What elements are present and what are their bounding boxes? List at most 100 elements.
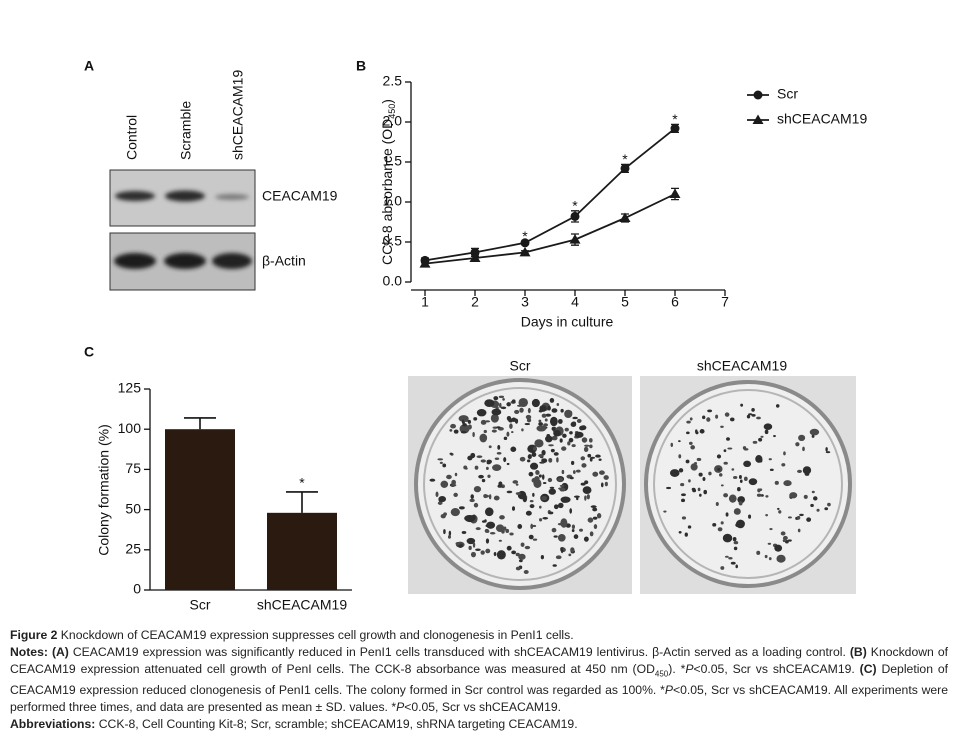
marker — [469, 252, 481, 262]
colony — [758, 458, 763, 463]
colony — [726, 437, 730, 441]
y-axis-label-part: ) — [379, 99, 395, 104]
colony — [748, 514, 752, 519]
colony — [569, 508, 573, 514]
colony — [496, 550, 506, 560]
colony — [758, 437, 763, 442]
notes-part: (A) — [51, 645, 69, 659]
colony — [511, 431, 514, 434]
colony — [442, 463, 447, 468]
colony — [699, 493, 702, 497]
colony — [787, 516, 792, 519]
colony — [536, 425, 547, 432]
colony — [550, 448, 555, 453]
colony — [551, 527, 557, 533]
colony — [531, 451, 537, 458]
colony — [724, 555, 729, 558]
notes-part: ). * — [668, 662, 686, 676]
colony — [720, 484, 724, 487]
legend-label: Scr — [777, 86, 798, 102]
colony — [505, 528, 510, 534]
error-bar — [286, 491, 318, 513]
colony — [748, 478, 758, 486]
colony — [765, 513, 768, 517]
colony — [715, 414, 719, 419]
colony — [579, 425, 585, 431]
colony — [576, 418, 582, 423]
colony — [757, 488, 761, 493]
colony — [686, 420, 691, 424]
colony — [564, 409, 573, 419]
colony — [503, 457, 507, 463]
legend-marker — [753, 90, 763, 100]
colony — [558, 502, 564, 509]
colony — [787, 539, 792, 542]
colony — [485, 548, 491, 554]
colony — [479, 433, 488, 443]
colony — [509, 423, 513, 429]
colony — [486, 521, 496, 529]
colony — [600, 482, 604, 488]
colony — [678, 468, 684, 473]
x-tick-label: 4 — [571, 294, 579, 310]
colony — [473, 485, 482, 493]
colony — [464, 515, 475, 522]
colony — [459, 424, 470, 434]
colony — [515, 483, 519, 486]
marker — [569, 234, 581, 244]
colony — [691, 487, 696, 491]
colony — [666, 486, 672, 490]
colony — [590, 505, 597, 508]
colony — [532, 492, 535, 497]
colony — [492, 464, 502, 472]
colony — [733, 476, 738, 479]
notes-part: (C) — [859, 662, 877, 676]
colony — [503, 526, 507, 531]
colony — [728, 494, 737, 503]
colony — [562, 433, 567, 438]
colony — [681, 493, 686, 497]
colony — [498, 395, 505, 399]
colony — [780, 531, 786, 536]
colony — [494, 457, 500, 460]
y-tick-label: 1.5 — [383, 153, 403, 169]
x-tick-label: 7 — [721, 294, 729, 310]
colony — [663, 510, 667, 513]
colony — [769, 527, 773, 531]
colony — [467, 419, 472, 424]
colony — [572, 416, 578, 420]
colony — [527, 407, 531, 414]
colony — [587, 453, 592, 458]
colony — [560, 408, 564, 413]
colony — [764, 554, 768, 559]
colony — [502, 397, 505, 401]
colony — [543, 423, 549, 427]
colony — [529, 504, 535, 509]
colony — [435, 491, 439, 497]
colony — [560, 547, 564, 554]
colony — [598, 458, 602, 461]
colony — [720, 425, 724, 429]
colony — [698, 472, 703, 477]
colony — [717, 467, 721, 472]
colony — [774, 544, 783, 552]
colony — [499, 402, 502, 408]
colony — [738, 501, 743, 506]
colony — [736, 486, 741, 492]
colony — [797, 469, 802, 473]
colony — [581, 437, 588, 443]
colony — [695, 429, 698, 434]
colony — [541, 495, 548, 501]
colony — [560, 518, 568, 528]
colony — [811, 434, 815, 438]
colony — [592, 507, 598, 512]
colony — [506, 462, 510, 466]
caption-title: Figure 2 Knockdown of CEACAM19 expressio… — [10, 627, 948, 644]
colony — [558, 487, 564, 490]
colony — [531, 398, 540, 408]
colony — [451, 484, 457, 487]
colony — [487, 509, 494, 513]
colony — [596, 513, 602, 519]
colony — [438, 495, 446, 503]
colony — [501, 529, 505, 534]
